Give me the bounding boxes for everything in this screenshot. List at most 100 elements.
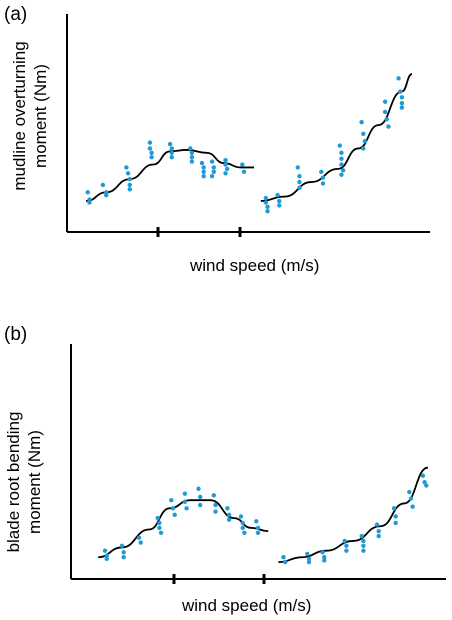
data-point-a-1-11 (147, 140, 153, 145)
data-point-b-1-4 (121, 550, 126, 555)
data-point-a-1-10 (127, 187, 132, 192)
trend-curve-a-2 (260, 73, 413, 202)
data-point-b-1-26 (226, 517, 232, 522)
data-point-b-1-29 (240, 525, 245, 531)
data-point-a-2-32 (399, 105, 405, 110)
data-point-a-2-24 (382, 99, 388, 104)
data-point-a-2-0 (263, 195, 269, 201)
data-point-a-1-22 (189, 159, 195, 164)
data-point-a-1-35 (240, 162, 245, 167)
data-point-b-1-18 (196, 486, 201, 491)
data-point-a-1-27 (209, 159, 215, 164)
data-point-b-2-2 (305, 551, 310, 557)
data-point-a-1-3 (100, 182, 106, 188)
data-point-b-1-30 (242, 530, 247, 535)
data-point-a-2-12 (320, 175, 326, 180)
data-point-a-1-13 (149, 150, 154, 156)
data-point-a-2-2 (265, 204, 270, 210)
data-point-b-1-21 (211, 493, 216, 498)
data-point-a-2-3 (265, 209, 270, 214)
data-point-b-2-1 (283, 559, 288, 565)
data-point-b-2-5 (320, 550, 325, 555)
data-point-b-2-17 (376, 533, 381, 539)
data-point-b-1-15 (182, 491, 188, 496)
x-axis-label-a: wind speed (m/s) (190, 256, 320, 275)
data-point-b-1-10 (157, 525, 162, 531)
data-point-a-2-25 (382, 109, 388, 115)
data-point-a-1-28 (211, 165, 216, 170)
data-point-a-2-7 (295, 165, 300, 170)
data-point-a-1-33 (225, 166, 230, 172)
data-point-b-2-26 (424, 483, 429, 488)
data-point-b-2-18 (391, 506, 397, 511)
data-point-b-2-16 (376, 528, 381, 534)
data-point-a-1-6 (124, 165, 129, 170)
data-point-a-2-8 (297, 174, 302, 179)
data-point-a-1-23 (199, 160, 205, 166)
data-point-a-2-21 (361, 131, 366, 137)
data-point-a-2-13 (320, 181, 326, 186)
data-point-a-2-17 (339, 162, 344, 167)
data-point-a-2-19 (339, 172, 344, 177)
data-point-b-1-5 (121, 555, 126, 560)
data-point-b-2-14 (361, 548, 366, 553)
data-point-a-1-36 (241, 169, 247, 175)
data-point-b-1-24 (225, 506, 230, 511)
data-point-b-1-33 (255, 530, 261, 535)
trend-curve-b-2 (278, 466, 429, 564)
data-point-b-1-31 (254, 519, 259, 524)
data-point-a-2-15 (339, 150, 344, 156)
data-point-a-1-20 (189, 150, 195, 156)
data-point-b-2-24 (420, 473, 426, 478)
data-point-b-2-10 (344, 548, 349, 553)
data-point-b-2-8 (342, 538, 347, 544)
data-point-b-1-19 (198, 494, 203, 500)
data-point-a-1-17 (169, 150, 174, 156)
data-point-a-1-19 (188, 146, 193, 151)
data-point-a-1-2 (87, 200, 92, 205)
data-point-a-1-26 (201, 174, 206, 179)
data-point-a-1-18 (169, 155, 174, 160)
data-point-b-2-3 (306, 556, 312, 562)
data-point-b-1-9 (157, 520, 162, 526)
data-point-b-1-6 (136, 535, 142, 540)
data-point-a-2-20 (359, 119, 364, 125)
data-point-a-2-27 (386, 124, 391, 129)
data-point-b-2-22 (408, 496, 414, 501)
data-point-b-1-23 (213, 509, 218, 514)
data-point-a-2-6 (277, 203, 282, 208)
data-point-a-2-23 (361, 146, 366, 151)
data-point-b-2-19 (393, 514, 398, 519)
data-point-a-1-14 (149, 155, 154, 160)
data-point-a-1-0 (85, 190, 90, 195)
data-point-a-2-30 (399, 95, 405, 100)
data-point-a-2-29 (398, 89, 403, 94)
data-point-b-2-23 (410, 504, 415, 509)
data-point-b-1-8 (155, 515, 160, 521)
data-point-a-2-14 (337, 143, 342, 148)
data-point-a-1-30 (209, 174, 215, 179)
data-point-b-1-32 (255, 525, 261, 531)
data-point-a-2-11 (319, 169, 324, 175)
data-point-a-1-24 (201, 165, 206, 170)
data-point-b-2-6 (322, 555, 327, 560)
panel-label-a: (a) (4, 4, 28, 25)
data-point-a-2-22 (362, 138, 368, 144)
data-point-b-2-20 (393, 520, 398, 526)
data-point-a-1-16 (169, 146, 174, 151)
data-point-a-2-16 (339, 156, 344, 161)
data-point-a-1-15 (167, 141, 173, 147)
data-point-a-1-7 (125, 171, 131, 176)
data-point-a-2-9 (297, 179, 302, 185)
data-point-b-1-7 (138, 540, 143, 545)
data-point-b-1-27 (238, 514, 244, 519)
data-point-a-2-5 (277, 198, 282, 204)
data-point-b-1-28 (240, 520, 245, 526)
data-point-a-2-10 (297, 185, 302, 191)
data-point-a-1-31 (223, 157, 228, 163)
data-point-a-1-9 (127, 182, 132, 188)
data-point-b-2-11 (359, 533, 364, 539)
data-point-b-2-15 (374, 522, 380, 527)
data-point-b-1-3 (119, 543, 125, 549)
data-point-a-1-32 (223, 162, 228, 167)
